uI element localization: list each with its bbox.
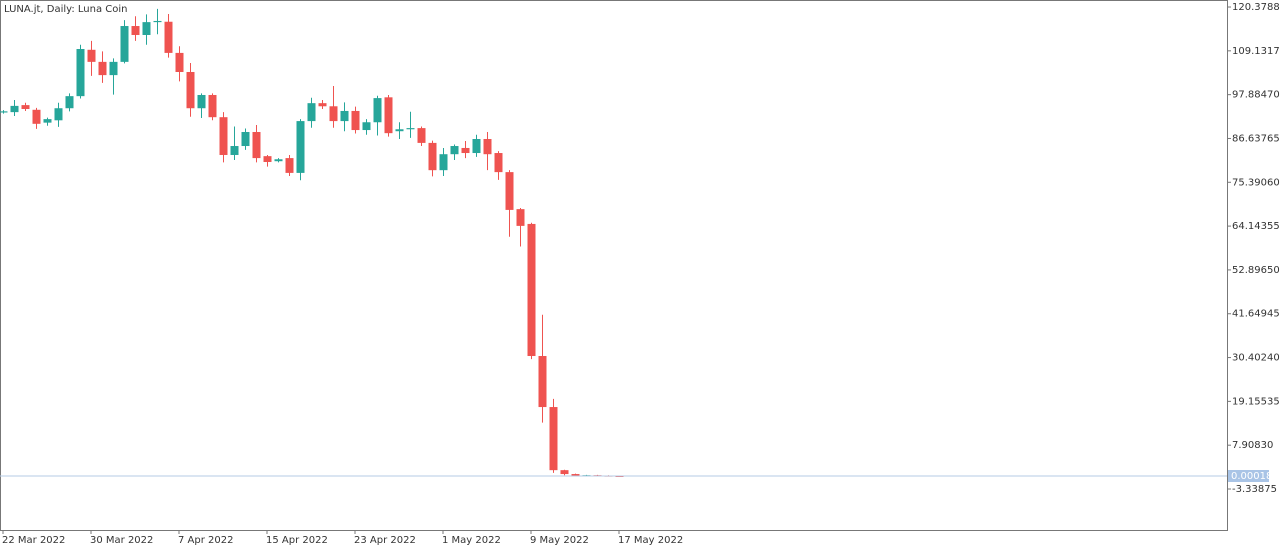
candle-body: [483, 139, 492, 155]
candle-body: [428, 142, 437, 171]
candle-body: [494, 153, 503, 173]
x-tick-label: 9 May 2022: [530, 535, 589, 546]
candle-body: [307, 103, 316, 122]
candle-body: [373, 98, 382, 123]
candle-body: [461, 147, 470, 154]
candle-body: [472, 139, 481, 154]
candle-body: [538, 356, 547, 408]
candle-body: [219, 117, 228, 155]
candle-body: [527, 223, 536, 357]
y-tick-label: 64.14355: [1232, 221, 1280, 232]
candle-body: [329, 106, 338, 122]
x-tick-label: 1 May 2022: [442, 535, 501, 546]
candle-body: [98, 61, 107, 76]
candle-body: [318, 103, 327, 107]
candle-body: [263, 156, 272, 162]
candle-body: [54, 108, 63, 121]
candle-body: [164, 21, 173, 53]
plot-frame: [0, 0, 1228, 531]
candle-body: [549, 407, 558, 471]
y-tick-label: 97.88470: [1232, 90, 1280, 101]
candle-body: [32, 109, 41, 124]
candle-body: [560, 470, 569, 475]
candle-body: [505, 172, 514, 210]
candle-body: [10, 105, 19, 113]
y-tick-label: 30.40240: [1232, 353, 1280, 364]
candle-body: [76, 49, 85, 97]
x-tick-label: 30 Mar 2022: [90, 535, 153, 546]
candle-body: [274, 159, 283, 162]
y-tick-label: 41.64945: [1232, 309, 1280, 320]
y-tick-label: 120.37880: [1232, 2, 1280, 13]
x-tick-label: 17 May 2022: [618, 535, 683, 546]
candle-body: [186, 71, 195, 109]
candle-body: [197, 94, 206, 109]
candle-body: [395, 129, 404, 132]
price-label-box: [1228, 470, 1269, 483]
candle-body: [175, 52, 184, 72]
candle-body: [0, 111, 8, 113]
y-tick-label: 19.15535: [1232, 396, 1280, 407]
y-tick-label: 75.39060: [1232, 177, 1280, 188]
candle-body: [362, 122, 371, 131]
candle-body: [450, 146, 459, 155]
candle-body: [131, 26, 140, 35]
candle-body: [406, 128, 415, 130]
y-tick-label: -3.33875: [1232, 484, 1277, 495]
candle-body: [340, 110, 349, 122]
candle-body: [109, 61, 118, 76]
candle-body: [571, 474, 580, 476]
y-tick-label: 86.63765: [1232, 133, 1280, 144]
x-tick-label: 23 Apr 2022: [354, 535, 416, 546]
price-label: 0.00018: [1231, 471, 1272, 482]
candle-body: [21, 105, 30, 110]
candle-body: [516, 209, 525, 226]
candle-body: [153, 20, 162, 23]
candle-body: [142, 22, 151, 35]
candle-body: [296, 121, 305, 173]
y-tick-label: 7.90830: [1232, 440, 1273, 451]
candle-body: [241, 131, 250, 147]
candle-body: [120, 26, 129, 62]
candle-body: [439, 154, 448, 171]
candle-body: [87, 49, 96, 62]
candle-body: [351, 110, 360, 131]
x-tick-label: 22 Mar 2022: [2, 535, 65, 546]
candle-body: [65, 96, 74, 109]
candle-body: [230, 146, 239, 155]
y-tick-label: 109.13175: [1232, 46, 1280, 57]
x-tick-label: 7 Apr 2022: [178, 535, 233, 546]
candle-body: [43, 119, 52, 123]
candle-body: [417, 128, 426, 143]
candle-body: [208, 94, 217, 118]
candle-body: [384, 97, 393, 134]
x-tick-label: 15 Apr 2022: [266, 535, 328, 546]
y-tick-label: 52.89650: [1232, 265, 1280, 276]
candle-body: [285, 158, 294, 173]
candle-body: [252, 131, 261, 159]
chart-title: LUNA.jt, Daily: Luna Coin: [4, 4, 128, 15]
